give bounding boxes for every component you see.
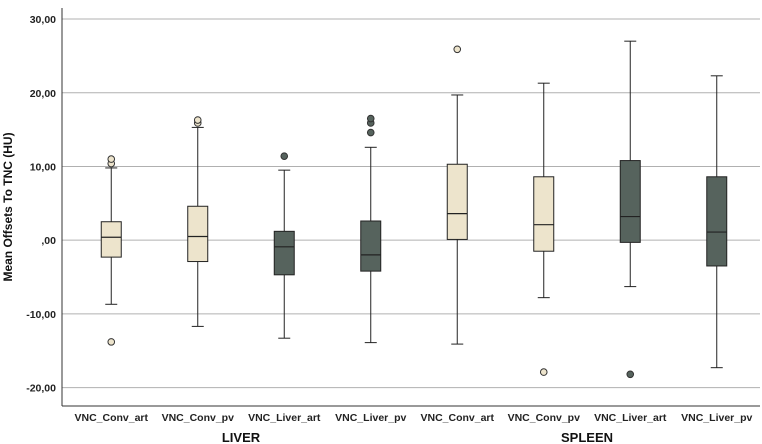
outlier-point: [366, 128, 375, 137]
outlier-point: [626, 370, 635, 379]
iqr-box: [360, 220, 382, 272]
iqr-box: [100, 221, 122, 258]
x-tick-label: VNC_Liver_pv: [681, 412, 752, 424]
box-4: [360, 114, 382, 344]
box-8: [706, 75, 728, 369]
outlier-point: [453, 45, 462, 54]
outlier-point: [366, 114, 375, 123]
box-7: [619, 40, 641, 379]
box-1: [100, 155, 122, 346]
y-tick-label: ,00: [41, 235, 56, 247]
box-5: [446, 45, 468, 345]
y-tick-label: -20,00: [26, 383, 56, 395]
iqr-box: [187, 205, 209, 263]
x-tick-label: VNC_Conv_pv: [162, 412, 235, 424]
x-tick-label: VNC_Conv_pv: [508, 412, 581, 424]
y-tick-label: -10,00: [26, 309, 56, 321]
outlier-point: [107, 338, 116, 346]
iqr-box: [533, 176, 555, 252]
iqr-box: [273, 230, 295, 276]
y-axis-label: Mean Offsets To TNC (HU): [1, 132, 15, 281]
x-tick-label: VNC_Liver_art: [248, 412, 321, 424]
y-tick-label: 10,00: [30, 161, 56, 173]
outlier-point: [280, 152, 289, 160]
iqr-box: [706, 176, 728, 267]
boxes: [100, 40, 728, 379]
x-tick-label: VNC_Liver_art: [594, 412, 667, 424]
box-2: [187, 116, 209, 327]
y-tick-labels: -20,00 -10,00 ,00 10,00 20,00 30,00: [26, 14, 56, 395]
box-6: [533, 82, 555, 376]
grid-lines: [61, 8, 760, 407]
x-tick-label: VNC_Conv_art: [420, 412, 494, 424]
box-3: [273, 152, 295, 339]
iqr-box: [619, 160, 641, 243]
x-tick-labels: VNC_Conv_art VNC_Conv_pv VNC_Liver_art VNC_…: [74, 412, 752, 424]
y-tick-label: 20,00: [30, 88, 56, 100]
outlier-point: [107, 155, 116, 163]
outlier-point: [193, 116, 202, 124]
group-labels: LIVER SPLEEN: [222, 430, 613, 444]
outlier-point: [539, 368, 548, 376]
iqr-box: [446, 163, 468, 240]
y-tick-label: 30,00: [30, 14, 56, 26]
group-label: SPLEEN: [561, 430, 613, 444]
x-tick-label: VNC_Liver_pv: [335, 412, 406, 424]
x-tick-label: VNC_Conv_art: [74, 412, 148, 424]
group-label: LIVER: [222, 430, 261, 444]
